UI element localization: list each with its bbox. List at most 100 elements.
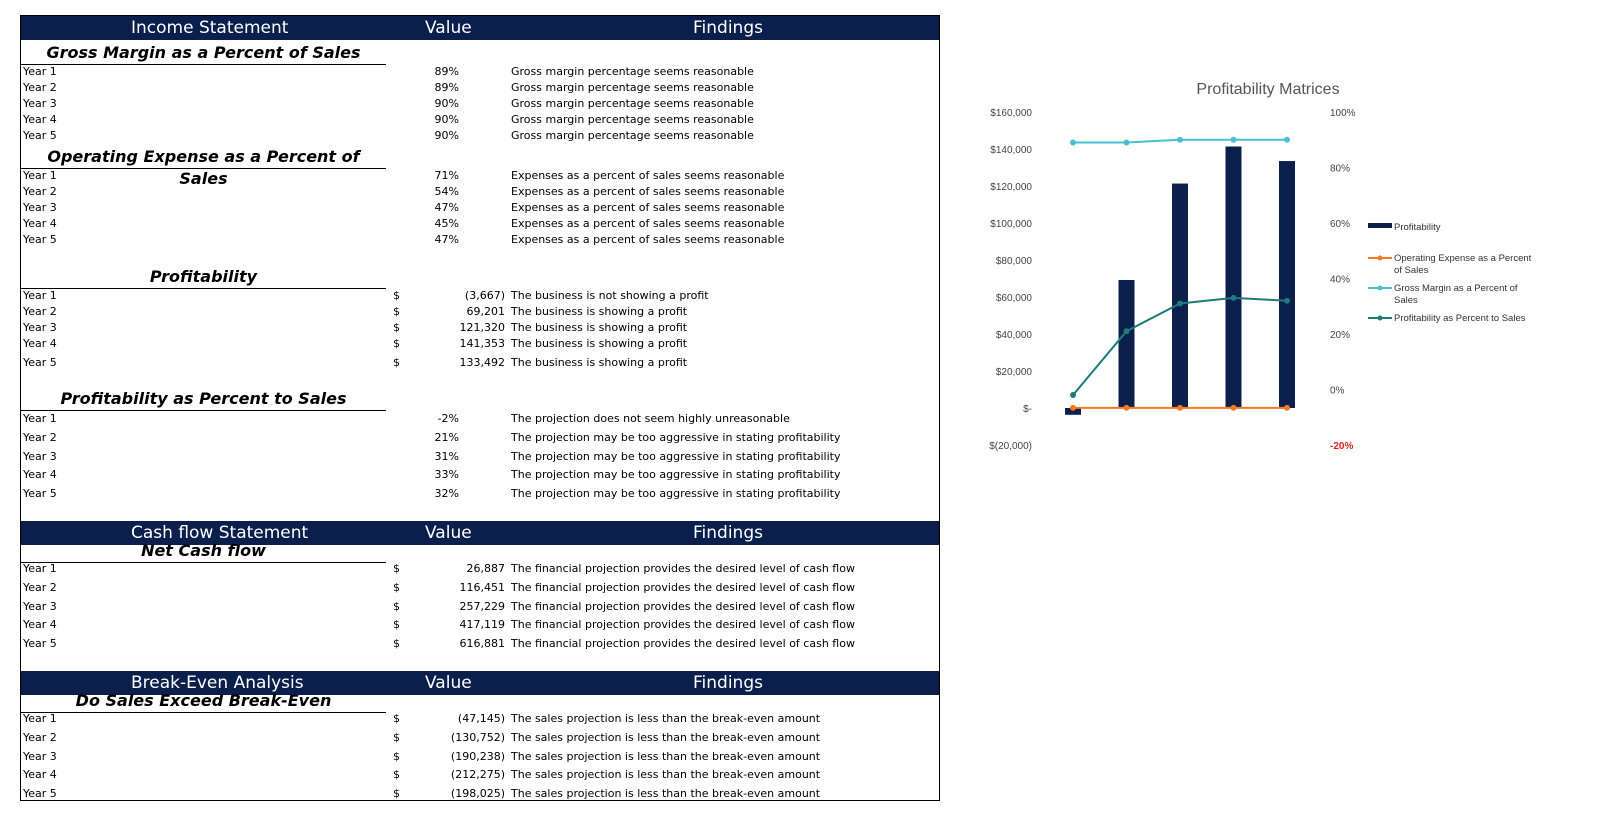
gross-margin-title: Gross Margin as a Percent of Sales: [21, 42, 386, 65]
row-finding: The sales projection is less than the br…: [511, 768, 821, 781]
row-label: Year 2: [23, 305, 57, 318]
currency-symbol: $: [393, 768, 400, 781]
cashflow-statement-header: Cash flow Statement Value Findings: [21, 521, 939, 545]
income-statement-header-title: Income Statement: [131, 18, 289, 38]
row-label: Year 4: [23, 113, 57, 126]
table-row: Year 4 33% The projection may be too aggre…: [21, 467, 939, 483]
row-label: Year 5: [23, 129, 57, 142]
row-value: 90%: [434, 97, 459, 110]
row-value: (190,238): [450, 750, 505, 763]
row-finding: The projection may be too aggressive in …: [511, 468, 841, 481]
series-point: [1070, 404, 1076, 411]
row-finding: Expenses as a percent of sales seems rea…: [511, 169, 785, 182]
income-statement-header-value: Value: [425, 18, 472, 38]
row-label: Year 1: [23, 289, 57, 302]
table-row: Year 1 89% Gross margin percentage seems r…: [21, 64, 939, 80]
legend-label: Gross Margin as a Percent of Sales: [1394, 283, 1518, 306]
currency-symbol: $: [393, 289, 400, 302]
table-row: Year 5 90% Gross margin percentage seems r…: [21, 128, 939, 144]
currency-symbol: $: [393, 618, 400, 631]
table-row: Year 3 $121,320 The business is showing a …: [21, 320, 939, 336]
y-left-tick-label: $140,000: [990, 145, 1032, 156]
income-statement-header-findings: Findings: [693, 18, 763, 38]
y-left-tick-label: $-: [1023, 404, 1032, 415]
row-finding: Gross margin percentage seems reasonable: [511, 113, 754, 126]
y-left-tick-label: $80,000: [996, 256, 1033, 267]
y-right-tick-label: 40%: [1330, 275, 1350, 286]
chart-title: Profitability Matrices: [1196, 81, 1339, 98]
profit-pct-title: Profitability as Percent to Sales: [21, 388, 386, 411]
legend-swatch-dot: [1377, 315, 1383, 321]
analysis-sheet: Income Statement Value Findings Gross Margi…: [20, 15, 940, 801]
row-finding: Expenses as a percent of sales seems rea…: [511, 233, 785, 246]
row-finding: Expenses as a percent of sales seems rea…: [511, 217, 785, 230]
table-row: Year 5 47% Expenses as a percent of sales …: [21, 232, 939, 248]
series-point: [1123, 328, 1130, 335]
currency-symbol: $: [393, 637, 400, 650]
row-label: Year 4: [23, 468, 57, 481]
legend-label: Operating Expense as a Percent of Sales: [1394, 253, 1532, 276]
series-point: [1177, 404, 1183, 411]
row-label: Year 2: [23, 185, 57, 198]
cashflow-statement-header-title: Cash flow Statement: [131, 523, 309, 543]
row-finding: Expenses as a percent of sales seems rea…: [511, 185, 785, 198]
breakeven-analysis-header-title: Break-Even Analysis: [131, 673, 304, 693]
row-label: Year 1: [23, 412, 57, 425]
row-label: Year 3: [23, 201, 57, 214]
table-row: Year 2 21% The projection may be too aggre…: [21, 430, 939, 446]
row-label: Year 1: [23, 712, 57, 725]
row-value: 31%: [434, 450, 459, 463]
row-finding: The financial projection provides the de…: [511, 600, 855, 613]
series-point: [1177, 136, 1183, 143]
y-right-tick-label: 60%: [1330, 219, 1350, 230]
row-finding: The business is showing a profit: [511, 356, 688, 369]
row-label: Year 2: [23, 431, 57, 444]
table-row: Year 3 $257,229 The financial projection p…: [21, 599, 939, 615]
series-point: [1284, 404, 1290, 411]
y-right-tick-label: 0%: [1330, 386, 1345, 397]
row-label: Year 1: [23, 65, 57, 78]
table-row: Year 1 71% Expenses as a percent of sales …: [21, 168, 939, 184]
net-cashflow-title: Net Cash flow: [21, 540, 386, 563]
table-row: Year 1 $26,887 The financial projection pr…: [21, 561, 939, 577]
y-left-tick-label: $60,000: [996, 293, 1033, 304]
series-point: [1123, 404, 1130, 411]
cashflow-statement-header-findings: Findings: [693, 523, 763, 543]
row-label: Year 2: [23, 81, 57, 94]
row-value: 90%: [434, 113, 459, 126]
table-row: Year 2 $116,451 The financial projection p…: [21, 580, 939, 596]
breakeven-analysis-header: Break-Even Analysis Value Findings: [21, 671, 939, 695]
row-value: 47%: [434, 201, 459, 214]
breakeven-analysis-header-findings: Findings: [693, 673, 763, 693]
row-value: 417,119: [459, 618, 506, 631]
series-point: [1284, 297, 1290, 304]
row-finding: The financial projection provides the de…: [511, 618, 855, 631]
legend-swatch-dot: [1377, 285, 1383, 291]
row-label: Year 4: [23, 337, 57, 350]
row-value: 89%: [434, 81, 459, 94]
legend-label: Profitability as Percent to Sales: [1394, 313, 1526, 324]
table-row: Year 1 $ (47,145) The sales projection is l…: [21, 711, 939, 727]
table-row: Year 3 31% The projection may be too aggre…: [21, 449, 939, 465]
row-finding: The sales projection is less than the br…: [511, 750, 821, 763]
row-finding: The business is showing a profit: [511, 337, 688, 350]
row-value: 141,353: [459, 337, 506, 350]
row-value: -2%: [437, 412, 459, 425]
row-finding: The business is showing a profit: [511, 321, 688, 334]
series-point: [1230, 404, 1237, 411]
row-label: Year 5: [23, 487, 57, 500]
income-statement-header: Income Statement Value Findings: [21, 16, 939, 40]
series-point: [1284, 136, 1290, 143]
breakeven-analysis-header-value: Value: [425, 673, 472, 693]
row-label: Year 4: [23, 768, 57, 781]
currency-symbol: $: [393, 562, 400, 575]
series-point: [1070, 392, 1076, 399]
y-right-tick-label: 80%: [1330, 164, 1350, 175]
table-row: Year 2 54% Expenses as a percent of sales …: [21, 184, 939, 200]
table-row: Year 2 $69,201 The business is showing a p…: [21, 304, 939, 320]
profitability-bar: [1172, 183, 1188, 408]
row-label: Year 3: [23, 97, 57, 110]
y-left-tick-label: $100,000: [990, 219, 1032, 230]
row-label: Year 5: [23, 356, 57, 369]
currency-symbol: $: [393, 356, 400, 369]
